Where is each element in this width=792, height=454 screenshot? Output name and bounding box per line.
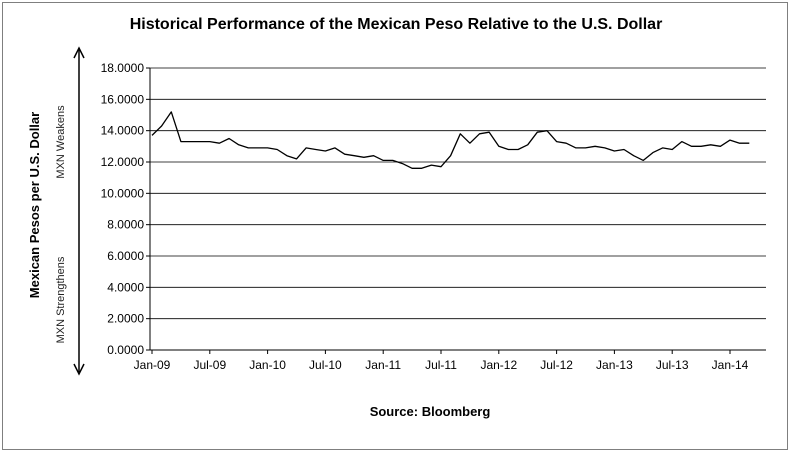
- y-tick-label: 18.0000: [101, 61, 145, 75]
- x-tick-label: Jul-09: [193, 358, 226, 372]
- direction-arrow: [73, 46, 85, 376]
- x-tick-label: Jan-11: [365, 358, 401, 372]
- y-axis-label: Mexican Pesos per U.S. Dollar: [27, 112, 42, 298]
- y-tick-label: 0.0000: [107, 343, 144, 357]
- x-tick-label: Jan-13: [596, 358, 633, 372]
- y-tick-label: 12.0000: [101, 155, 145, 169]
- source-note: Source: Bloomberg: [370, 404, 491, 419]
- y-tick-label: 8.0000: [107, 218, 144, 232]
- annotation-mxn-strengthens: MXN Strengthens: [55, 256, 67, 343]
- x-tick-label: Jul-11: [425, 358, 457, 372]
- y-tick-label: 2.0000: [107, 312, 144, 326]
- x-tick-label: Jan-09: [134, 358, 171, 372]
- y-tick-label: 10.0000: [101, 186, 145, 200]
- y-tick-label: 14.0000: [101, 124, 145, 138]
- axes: [149, 68, 766, 351]
- annotation-mxn-weakens: MXN Weakens: [55, 105, 67, 179]
- x-tick-label: Jan-14: [712, 358, 749, 372]
- arrow-up-head: [73, 46, 85, 59]
- x-tick-label: Jul-12: [540, 358, 573, 372]
- y-tick-label: 4.0000: [107, 280, 144, 294]
- chart-title: Historical Performance of the Mexican Pe…: [130, 16, 663, 33]
- y-tick-label: 6.0000: [107, 249, 144, 263]
- chart-frame: [2, 2, 788, 450]
- x-tick-label: Jul-13: [656, 358, 689, 372]
- x-tick-label: Jul-10: [309, 358, 342, 372]
- x-tick-labels: Jan-09 Jul-09 Jan-10 Jul-10 Jan-11 Jul-11 Jan-…: [134, 350, 749, 372]
- y-tick-label: 16.0000: [101, 92, 145, 106]
- x-tick-label: Jan-12: [480, 358, 517, 372]
- arrow-down-head: [73, 363, 85, 376]
- y-tick-labels: 0.0000 2.0000 4.0000 6.0000 8.0000 10.0000 12.…: [101, 61, 150, 357]
- series-line: [151, 111, 750, 169]
- gridlines: [150, 67, 766, 320]
- x-tick-label: Jan-10: [249, 358, 286, 372]
